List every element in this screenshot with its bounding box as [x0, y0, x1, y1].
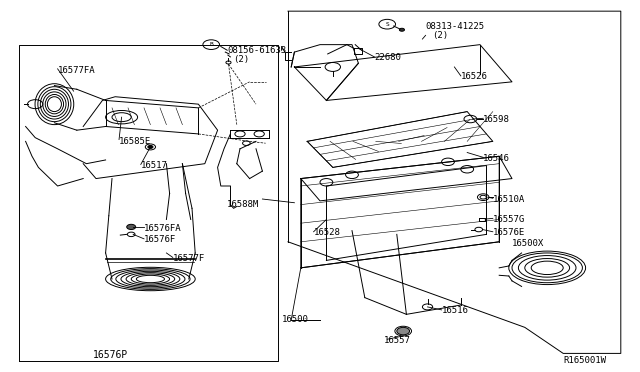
Text: 16500: 16500 [282, 315, 308, 324]
Text: 22680: 22680 [374, 53, 401, 62]
Text: 16576FA: 16576FA [144, 224, 182, 233]
Text: 16598: 16598 [483, 115, 510, 124]
Text: 16577FA: 16577FA [58, 66, 95, 75]
Text: 16557G: 16557G [493, 215, 525, 224]
Text: 16510A: 16510A [493, 195, 525, 203]
Circle shape [397, 327, 410, 335]
Text: 16577F: 16577F [173, 254, 205, 263]
Text: R165001W: R165001W [563, 356, 606, 365]
Text: 16585E: 16585E [118, 137, 150, 146]
Text: 16528: 16528 [314, 228, 340, 237]
Text: 16576P: 16576P [93, 350, 128, 360]
Text: 16516: 16516 [442, 306, 468, 315]
Circle shape [148, 145, 153, 148]
Text: B: B [209, 42, 213, 47]
Text: 16576E: 16576E [493, 228, 525, 237]
Text: 16500X: 16500X [512, 239, 544, 248]
Text: 16546: 16546 [483, 154, 510, 163]
Text: 16576F: 16576F [144, 235, 176, 244]
Text: 08313-41225: 08313-41225 [426, 22, 484, 31]
Text: 16557: 16557 [384, 336, 411, 345]
Text: 16588M: 16588M [227, 200, 259, 209]
Text: 08156-61633: 08156-61633 [227, 46, 286, 55]
Text: 16517: 16517 [141, 161, 168, 170]
Text: (2): (2) [432, 31, 448, 40]
Text: 16526: 16526 [461, 72, 488, 81]
Circle shape [127, 224, 136, 230]
Text: (2): (2) [234, 55, 250, 64]
Circle shape [399, 28, 404, 31]
Text: S: S [385, 22, 389, 27]
